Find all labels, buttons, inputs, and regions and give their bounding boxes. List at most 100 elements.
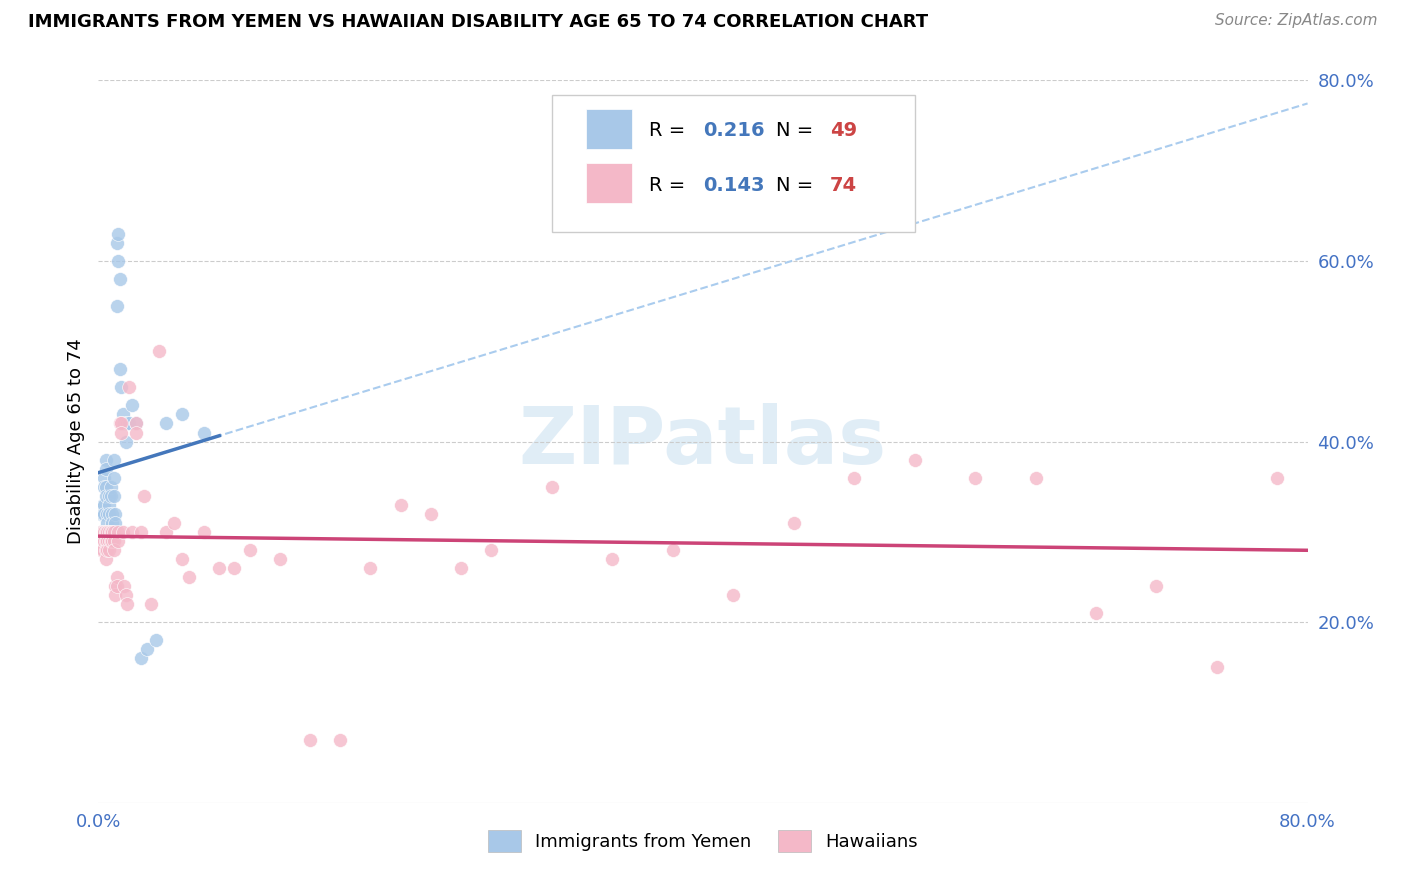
Point <box>107 254 129 268</box>
Point <box>90 524 112 539</box>
Point <box>107 524 129 539</box>
Text: N =: N = <box>776 176 820 194</box>
Point <box>129 651 152 665</box>
Point <box>125 417 148 431</box>
Point <box>103 471 125 485</box>
Point <box>94 524 117 539</box>
Point <box>104 516 127 530</box>
Point <box>94 552 117 566</box>
Point <box>112 417 135 431</box>
Point <box>155 417 177 431</box>
FancyBboxPatch shape <box>586 109 631 149</box>
Point <box>93 498 115 512</box>
Point <box>101 533 124 548</box>
Point <box>104 579 127 593</box>
Point <box>360 561 382 575</box>
Point <box>101 507 124 521</box>
Point <box>163 516 186 530</box>
Point <box>101 524 124 539</box>
Text: Source: ZipAtlas.com: Source: ZipAtlas.com <box>1215 13 1378 29</box>
Point <box>91 542 114 557</box>
Point <box>844 471 866 485</box>
Point <box>1144 579 1167 593</box>
Text: 49: 49 <box>830 121 858 140</box>
Point <box>105 299 128 313</box>
Point <box>98 524 121 539</box>
Point <box>1024 471 1046 485</box>
Point <box>540 480 562 494</box>
Point <box>661 542 683 557</box>
Point <box>100 533 122 548</box>
Legend: Immigrants from Yemen, Hawaiians: Immigrants from Yemen, Hawaiians <box>481 822 925 859</box>
Point <box>100 489 122 503</box>
Point <box>103 452 125 467</box>
Point <box>91 524 114 539</box>
Point <box>93 471 115 485</box>
Point <box>101 516 124 530</box>
Point <box>96 542 118 557</box>
Point <box>224 561 246 575</box>
Point <box>94 533 117 548</box>
Point <box>269 552 291 566</box>
Point <box>96 516 118 530</box>
Point <box>132 489 155 503</box>
Point <box>450 561 472 575</box>
Text: 74: 74 <box>830 176 858 194</box>
Point <box>100 480 122 494</box>
Point <box>90 507 112 521</box>
Point <box>965 471 987 485</box>
Point <box>96 524 118 539</box>
Point <box>125 425 148 440</box>
Point <box>111 524 134 539</box>
Point <box>389 498 412 512</box>
Point <box>193 425 215 440</box>
Point <box>105 579 128 593</box>
Point <box>90 524 112 539</box>
Point <box>98 542 121 557</box>
Point <box>91 507 114 521</box>
Point <box>114 434 136 449</box>
Point <box>170 408 193 422</box>
Point <box>110 380 132 394</box>
Point <box>93 480 115 494</box>
Point <box>91 533 114 548</box>
Text: R =: R = <box>648 176 692 194</box>
Text: 0.143: 0.143 <box>703 176 765 194</box>
Point <box>93 524 115 539</box>
Point <box>110 425 132 440</box>
Point <box>1206 660 1229 674</box>
Y-axis label: Disability Age 65 to 74: Disability Age 65 to 74 <box>66 339 84 544</box>
Point <box>115 417 138 431</box>
Point <box>148 344 170 359</box>
FancyBboxPatch shape <box>551 95 915 232</box>
Point <box>208 561 231 575</box>
Point <box>94 461 117 475</box>
Point <box>105 570 128 584</box>
Point <box>129 524 152 539</box>
Point <box>108 417 131 431</box>
Point <box>96 524 118 539</box>
Point <box>125 417 148 431</box>
Point <box>239 542 262 557</box>
Point <box>783 516 806 530</box>
Point <box>1267 471 1289 485</box>
Point <box>110 417 132 431</box>
Point <box>111 408 134 422</box>
Point <box>179 570 201 584</box>
Text: R =: R = <box>648 121 692 140</box>
Point <box>121 524 143 539</box>
Point <box>103 542 125 557</box>
Point <box>104 507 127 521</box>
Point <box>103 524 125 539</box>
Text: IMMIGRANTS FROM YEMEN VS HAWAIIAN DISABILITY AGE 65 TO 74 CORRELATION CHART: IMMIGRANTS FROM YEMEN VS HAWAIIAN DISABI… <box>28 13 928 31</box>
Point <box>135 642 157 657</box>
Point <box>96 507 118 521</box>
Point <box>98 507 121 521</box>
Point <box>108 272 131 286</box>
Point <box>1085 606 1108 620</box>
Point <box>107 227 129 241</box>
FancyBboxPatch shape <box>586 163 631 203</box>
Point <box>93 507 115 521</box>
Point <box>145 633 167 648</box>
Point <box>93 533 115 548</box>
